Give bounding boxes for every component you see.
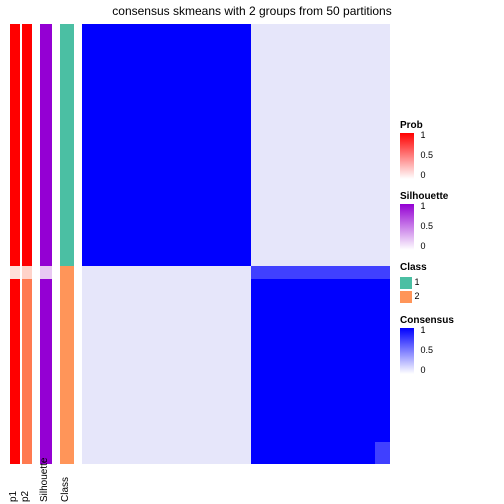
prob-ticks: 10.50: [421, 133, 441, 179]
chart-title: consensus skmeans with 2 groups from 50 …: [112, 4, 391, 18]
legend-consensus-title: Consensus: [400, 315, 500, 326]
axis-label-p1: p1: [8, 491, 19, 502]
track-silhouette: [40, 24, 52, 464]
legend-class: Class 1 2: [400, 262, 500, 303]
legend-prob: Prob 10.50: [400, 120, 500, 179]
silhouette-gradient: [400, 204, 414, 250]
legend-silhouette: Silhouette 10.50: [400, 191, 500, 250]
axis-label-silhouette: Silhouette: [39, 458, 50, 502]
legend-area: Prob 10.50 Silhouette 10.50 Class 1 2 Co…: [400, 120, 500, 386]
prob-gradient: [400, 133, 414, 179]
legend-class-title: Class: [400, 262, 500, 273]
class-label: 2: [412, 291, 420, 301]
class-swatch: [400, 277, 412, 289]
class-swatch: [400, 291, 412, 303]
track-p2: [22, 24, 32, 464]
consensus-gradient: [400, 328, 414, 374]
silhouette-ticks: 10.50: [421, 204, 441, 250]
track-class: [60, 24, 74, 464]
track-p1: [10, 24, 20, 464]
plot-area: [10, 24, 390, 464]
class-legend-item: 2: [400, 289, 500, 303]
consensus-ticks: 10.50: [421, 328, 441, 374]
axis-label-class: Class: [60, 477, 71, 502]
class-legend-item: 1: [400, 275, 500, 289]
legend-consensus: Consensus 10.50: [400, 315, 500, 374]
legend-silhouette-title: Silhouette: [400, 191, 500, 202]
axis-label-p2: p2: [20, 491, 31, 502]
legend-prob-title: Prob: [400, 120, 500, 131]
class-label: 1: [412, 277, 420, 287]
consensus-heatmap: [82, 24, 390, 464]
